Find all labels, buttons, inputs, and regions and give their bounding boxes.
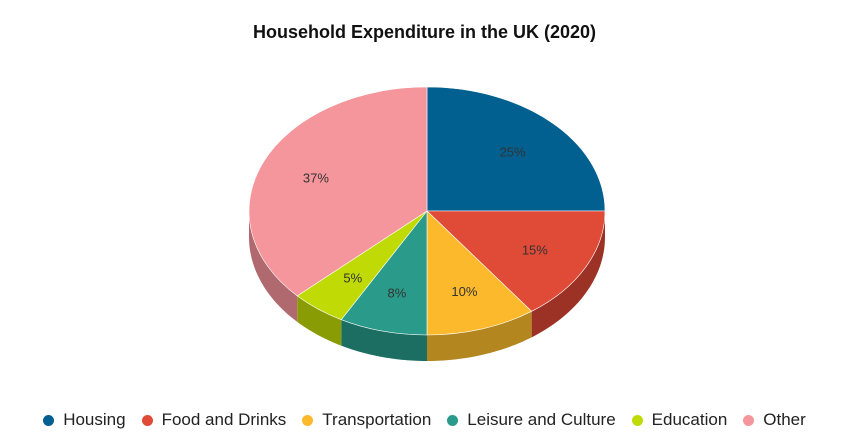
legend-item-housing[interactable]: Housing — [43, 410, 126, 430]
legend-label: Housing — [63, 410, 126, 429]
legend-item-leisure-and-culture[interactable]: Leisure and Culture — [447, 410, 616, 430]
legend-label: Leisure and Culture — [467, 410, 616, 429]
legend-label: Education — [651, 410, 728, 429]
legend-item-other[interactable]: Other — [743, 410, 806, 430]
legend-label: Food and Drinks — [161, 410, 287, 429]
pie-chart: 25% 15% 10% 8% 5% 37% — [248, 86, 606, 361]
legend-swatch — [447, 414, 459, 426]
legend-swatch — [141, 414, 153, 426]
pie-side-transportation — [427, 311, 532, 361]
data-label-housing: 25% — [500, 144, 526, 159]
legend-item-education[interactable]: Education — [631, 410, 728, 430]
data-label-food-and-drinks: 15% — [522, 242, 548, 257]
legend-item-transportation[interactable]: Transportation — [302, 410, 431, 430]
legend-swatch — [302, 414, 314, 426]
data-label-other: 37% — [303, 171, 329, 186]
pie-data-labels: 25% 15% 10% 8% 5% 37% — [303, 144, 548, 300]
pie-slice-transportation[interactable] — [426, 210, 533, 336]
legend-item-food-and-drinks[interactable]: Food and Drinks — [141, 410, 287, 430]
pie-side-education — [297, 295, 342, 346]
pie-side-leisure-and-culture — [341, 319, 427, 361]
pie-side-other — [249, 211, 298, 322]
legend-label: Other — [763, 410, 806, 429]
legend: Housing Food and Drinks Transportation Leis… — [0, 410, 849, 430]
pie-slice-other[interactable] — [248, 86, 428, 297]
data-label-transportation: 10% — [451, 284, 477, 299]
legend-label: Transportation — [322, 410, 432, 429]
pie-slice-housing[interactable] — [426, 86, 606, 212]
pie-side-walls — [249, 211, 605, 361]
legend-swatch — [43, 414, 55, 426]
pie-top-slices — [248, 86, 606, 336]
data-label-education: 5% — [343, 271, 362, 286]
pie-slice-leisure-and-culture[interactable] — [340, 210, 428, 336]
legend-swatch — [743, 414, 755, 426]
legend-swatch — [631, 414, 643, 426]
pie-side-food-and-drinks — [531, 211, 605, 338]
chart-title: Household Expenditure in the UK (2020) — [252, 22, 597, 42]
data-label-leisure-and-culture: 8% — [388, 286, 407, 301]
pie-slice-food-and-drinks[interactable] — [426, 210, 606, 312]
